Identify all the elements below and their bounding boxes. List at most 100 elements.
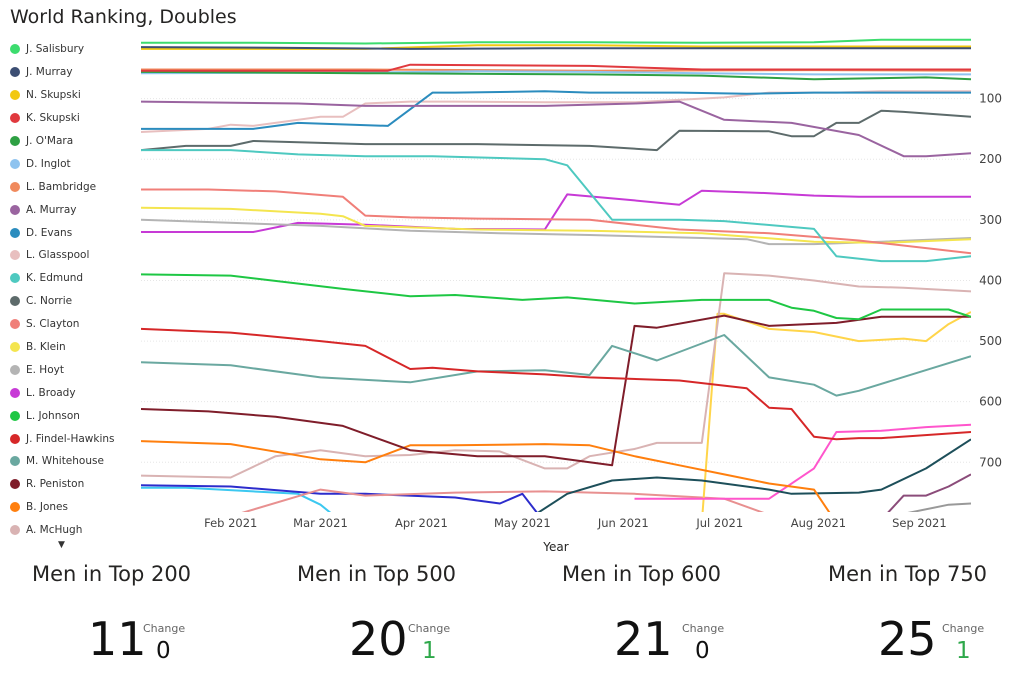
legend: J. Salisbury J. Murray N. Skupski K. Skupsk… <box>10 38 130 542</box>
series-line[interactable] <box>141 109 971 152</box>
series-line[interactable] <box>141 90 971 133</box>
series-line[interactable] <box>141 327 971 441</box>
legend-dot-icon <box>10 158 20 169</box>
series-line-offscreen[interactable] <box>859 502 971 520</box>
kpi-change-top750: 1 <box>956 638 971 664</box>
series-line-offscreen[interactable] <box>701 311 971 523</box>
series-line[interactable] <box>141 70 971 81</box>
y-tick-label: 600 <box>979 395 1002 409</box>
series-line[interactable] <box>141 46 971 50</box>
legend-label: D. Inglot <box>26 157 71 170</box>
series-line[interactable] <box>141 149 971 263</box>
series-line[interactable] <box>141 440 971 523</box>
legend-dot-icon <box>10 319 20 330</box>
legend-dot-icon <box>10 90 20 101</box>
x-tick-label: Sep 2021 <box>892 516 947 530</box>
legend-item[interactable]: K. Skupski <box>10 107 130 130</box>
series-line[interactable] <box>141 206 971 244</box>
series-line[interactable] <box>141 314 971 467</box>
series-line[interactable] <box>141 63 971 72</box>
series-line[interactable] <box>141 188 971 255</box>
legend-item[interactable]: L. Broady <box>10 381 130 404</box>
legend-item[interactable]: S. Clayton <box>10 313 130 336</box>
legend-item[interactable]: E. Hoyt <box>10 358 130 381</box>
x-tick-label: May 2021 <box>494 516 551 530</box>
legend-item[interactable]: M. Whitehouse <box>10 450 130 473</box>
kpi-value-top200: 11 <box>88 612 147 666</box>
legend-item[interactable]: J. O'Mara <box>10 130 130 153</box>
series-line[interactable] <box>141 334 971 397</box>
x-tick-label: Mar 2021 <box>293 516 348 530</box>
legend-dot-icon <box>10 410 20 421</box>
legend-label: J. Murray <box>26 66 73 79</box>
legend-item[interactable]: N. Skupski <box>10 84 130 107</box>
series-line[interactable] <box>141 100 971 158</box>
series-line[interactable] <box>141 38 971 45</box>
legend-label: J. Findel-Hawkins <box>26 432 115 445</box>
legend-item[interactable]: B. Jones <box>10 496 130 519</box>
legend-dot-icon <box>10 502 20 513</box>
triangle-down-icon[interactable]: ▼ <box>58 540 65 550</box>
y-axis-ticks: 100 200 300 400 500 600 700 <box>979 92 1002 470</box>
legend-label: E. Hoyt <box>26 363 64 376</box>
legend-dot-icon <box>10 525 20 536</box>
series-line[interactable] <box>141 189 971 233</box>
legend-item[interactable]: C. Norrie <box>10 290 130 313</box>
legend-item[interactable]: B. Klein <box>10 336 130 359</box>
series-line[interactable] <box>141 218 971 246</box>
x-tick-label: Feb 2021 <box>204 516 257 530</box>
legend-dot-icon <box>10 44 20 55</box>
chart-title: World Ranking, Doubles <box>10 6 237 28</box>
legend-label: S. Clayton <box>26 318 80 331</box>
legend-item[interactable]: A. McHugh <box>10 519 130 542</box>
series-line[interactable] <box>141 272 971 479</box>
legend-item[interactable]: D. Evans <box>10 221 130 244</box>
legend-label: A. Murray <box>26 203 77 216</box>
legend-dot-icon <box>10 364 20 375</box>
kpi-label-top500: Men in Top 500 <box>297 562 457 586</box>
series-line-offscreen[interactable] <box>208 488 971 523</box>
legend-item[interactable]: A. Murray <box>10 198 130 221</box>
legend-dot-icon <box>10 273 20 284</box>
legend-label: J. O'Mara <box>26 135 74 147</box>
kpi-change-label-top750: Change <box>942 622 985 635</box>
x-tick-label: Apr 2021 <box>395 516 448 530</box>
series-line-offscreen[interactable] <box>859 473 971 523</box>
legend-dot-icon <box>10 433 20 444</box>
legend-item[interactable]: K. Edmund <box>10 267 130 290</box>
legend-dot-icon <box>10 67 20 78</box>
legend-dot-icon <box>10 342 20 353</box>
y-tick-label: 700 <box>979 455 1002 469</box>
legend-item[interactable]: R. Peniston <box>10 473 130 496</box>
series-line-offscreen[interactable] <box>141 486 343 523</box>
series-line-offscreen[interactable] <box>522 438 971 523</box>
series-line-offscreen[interactable] <box>634 423 972 500</box>
kpi-label-top600: Men in Top 600 <box>562 562 722 586</box>
legend-label: K. Skupski <box>26 112 80 125</box>
legend-label: C. Norrie <box>26 295 73 308</box>
legend-dot-icon <box>10 479 20 490</box>
legend-item[interactable]: D. Inglot <box>10 152 130 175</box>
legend-dot-icon <box>10 456 20 467</box>
series-line[interactable] <box>141 90 971 130</box>
legend-label: J. Salisbury <box>26 43 85 56</box>
legend-item[interactable]: L. Johnson <box>10 404 130 427</box>
series-line[interactable] <box>141 273 971 321</box>
legend-dot-icon <box>10 387 20 398</box>
y-tick-label: 300 <box>979 213 1002 227</box>
legend-label: L. Bambridge <box>26 180 97 193</box>
x-tick-label: Jun 2021 <box>597 516 649 530</box>
x-axis-label: Year <box>542 540 568 554</box>
legend-label: M. Whitehouse <box>26 455 104 468</box>
kpi-value-top750: 25 <box>878 612 937 666</box>
x-axis-ticks: Feb 2021 Mar 2021 Apr 2021 May 2021 Jun 2021… <box>204 516 947 530</box>
series-line-offscreen[interactable] <box>141 484 567 523</box>
legend-item[interactable]: J. Findel-Hawkins <box>10 427 130 450</box>
y-tick-label: 200 <box>979 152 1002 166</box>
kpi-change-top600: 0 <box>695 638 710 664</box>
legend-item[interactable]: L. Bambridge <box>10 175 130 198</box>
y-tick-label: 500 <box>979 334 1002 348</box>
legend-item[interactable]: J. Salisbury <box>10 38 130 61</box>
legend-item[interactable]: L. Glasspool <box>10 244 130 267</box>
legend-item[interactable]: J. Murray <box>10 61 130 84</box>
